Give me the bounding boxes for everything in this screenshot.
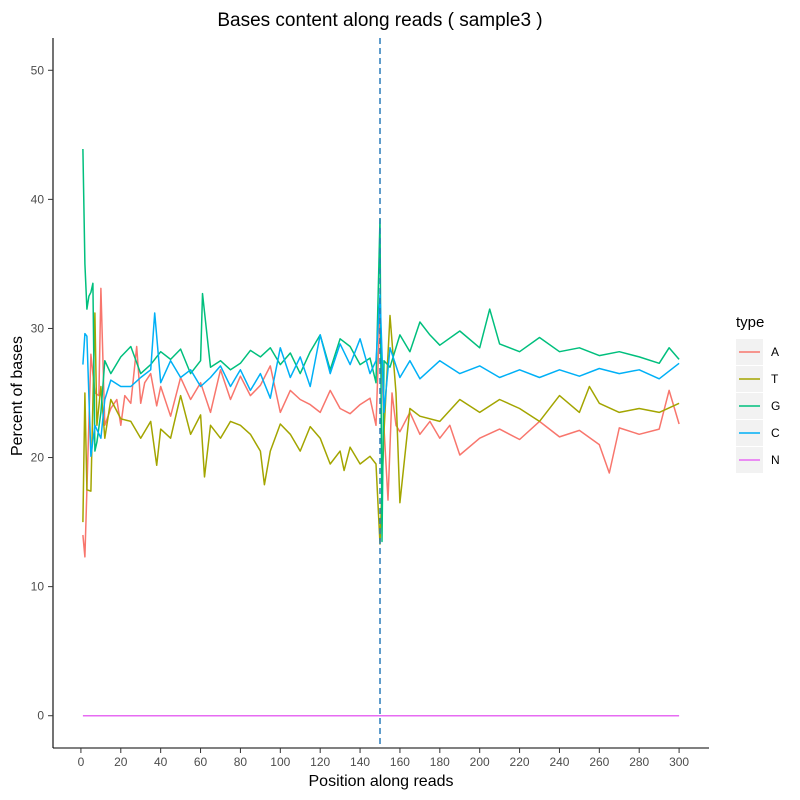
x-tick-label: 80 (234, 755, 248, 769)
x-axis-title: Position along reads (309, 773, 454, 790)
legend-label-N: N (771, 453, 780, 467)
y-tick-label: 50 (31, 63, 45, 77)
x-tick-label: 280 (629, 755, 649, 769)
x-tick-label: 20 (114, 755, 128, 769)
legend-title: type (736, 314, 764, 331)
legend-label-T: T (771, 372, 779, 386)
y-axis-ticks: 0 10 20 30 40 50 (31, 63, 53, 723)
x-tick-label: 200 (470, 755, 490, 769)
x-tick-label: 240 (549, 755, 569, 769)
y-tick-label: 10 (31, 580, 45, 594)
x-tick-label: 0 (78, 755, 85, 769)
series-line-T (82, 312, 680, 545)
legend-label-C: C (771, 426, 780, 440)
x-tick-label: 40 (154, 755, 168, 769)
x-tick-label: 260 (589, 755, 609, 769)
y-axis-title: Percent of bases (9, 336, 26, 456)
series-line-G (82, 148, 680, 543)
y-tick-label: 20 (31, 451, 45, 465)
x-tick-label: 60 (194, 755, 208, 769)
x-tick-label: 120 (310, 755, 330, 769)
series-line-C (82, 294, 680, 458)
x-tick-label: 140 (350, 755, 370, 769)
x-tick-label: 300 (669, 755, 689, 769)
x-tick-label: 180 (430, 755, 450, 769)
chart-title: Bases content along reads ( sample3 ) (217, 10, 542, 31)
x-tick-label: 220 (510, 755, 530, 769)
x-axis-ticks: 0 20 40 60 80 100 120 140 160 180 200 220 240 260 280 3… (78, 748, 689, 769)
y-tick-label: 40 (31, 192, 45, 206)
x-tick-label: 160 (390, 755, 410, 769)
legend-label-A: A (771, 345, 779, 359)
x-tick-label: 100 (270, 755, 290, 769)
plot-panel (82, 38, 680, 748)
y-tick-label: 0 (37, 709, 44, 723)
series-line-A (82, 287, 680, 558)
legend-label-G: G (771, 399, 780, 413)
y-tick-label: 30 (31, 321, 45, 335)
